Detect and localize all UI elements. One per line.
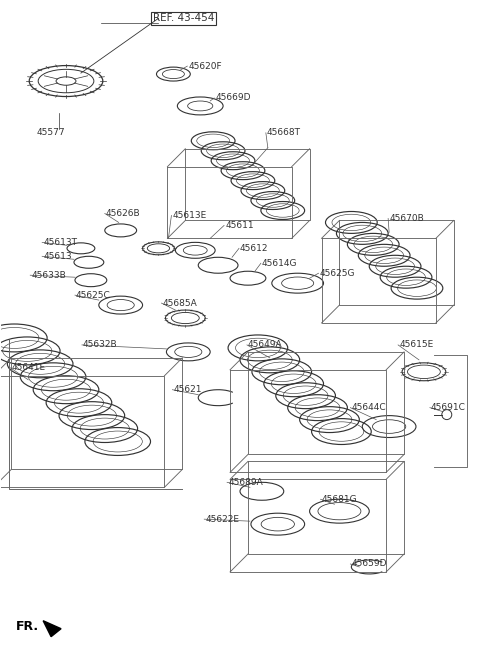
Text: 45577: 45577 — [36, 128, 65, 137]
Text: 45669D: 45669D — [215, 94, 251, 103]
Text: 45613: 45613 — [43, 252, 72, 261]
Text: 45615E: 45615E — [399, 341, 433, 350]
Text: 45689A: 45689A — [228, 478, 263, 487]
Text: REF. 43-454: REF. 43-454 — [153, 13, 214, 23]
Text: 45625C: 45625C — [76, 291, 111, 300]
Text: 45691C: 45691C — [431, 403, 466, 412]
Text: 45612: 45612 — [240, 244, 268, 253]
Text: 45670B: 45670B — [389, 214, 424, 223]
Polygon shape — [43, 621, 61, 636]
Text: FR.: FR. — [16, 620, 39, 633]
Text: 45625G: 45625G — [320, 268, 355, 278]
Text: 45622E: 45622E — [205, 515, 239, 524]
Text: 45621: 45621 — [173, 385, 202, 394]
Text: 45681G: 45681G — [322, 495, 357, 504]
Text: 45633B: 45633B — [31, 270, 66, 280]
Text: 45668T: 45668T — [267, 128, 301, 137]
Text: 45613E: 45613E — [172, 211, 207, 220]
Text: 45649A: 45649A — [248, 341, 283, 350]
Text: 45614G: 45614G — [262, 259, 298, 268]
Text: 45659D: 45659D — [351, 560, 387, 569]
Text: 45644C: 45644C — [351, 403, 386, 412]
Text: 45620F: 45620F — [188, 62, 222, 71]
Text: 45611: 45611 — [225, 221, 254, 230]
Text: 45685A: 45685A — [162, 298, 197, 307]
Text: 45626B: 45626B — [106, 209, 141, 218]
Text: 45641E: 45641E — [12, 363, 46, 372]
Text: 45632B: 45632B — [83, 341, 118, 350]
Text: 45613T: 45613T — [43, 238, 77, 247]
